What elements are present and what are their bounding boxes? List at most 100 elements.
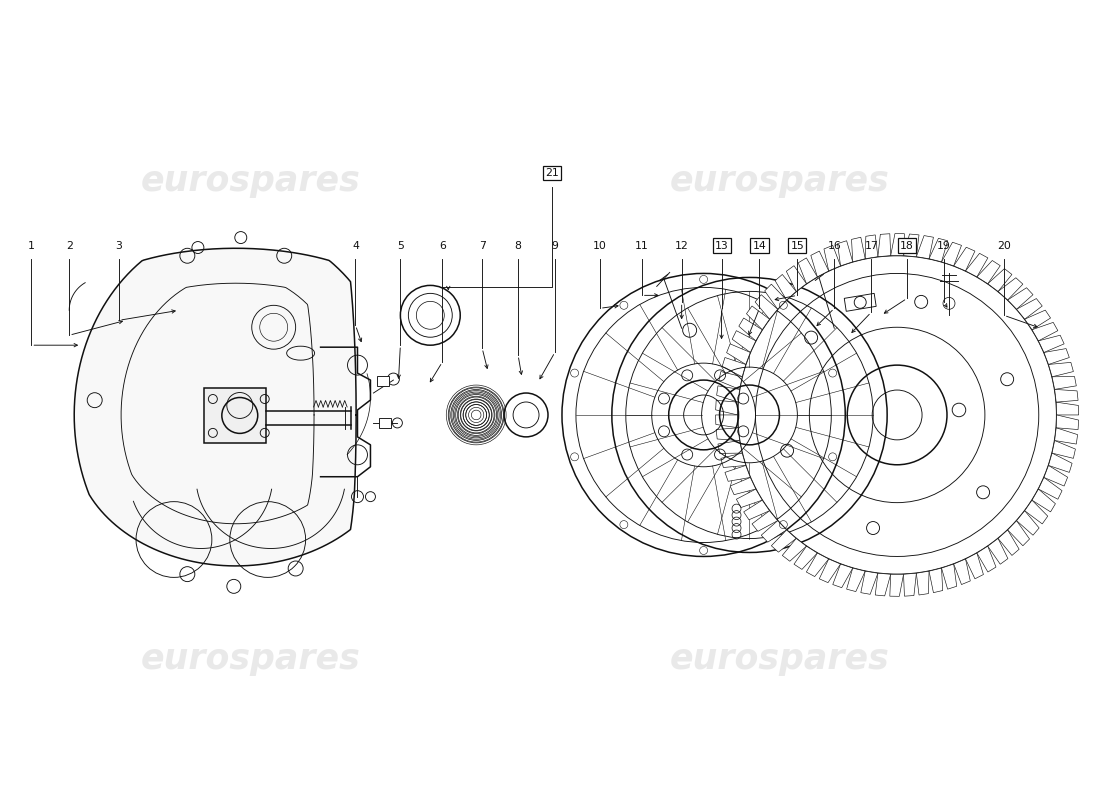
Polygon shape <box>845 294 877 311</box>
Polygon shape <box>725 466 750 482</box>
Polygon shape <box>903 574 916 596</box>
Polygon shape <box>720 453 746 467</box>
Text: 21: 21 <box>546 168 559 178</box>
Polygon shape <box>761 521 786 542</box>
Polygon shape <box>718 371 743 390</box>
Bar <box>377 376 389 386</box>
Text: eurospares: eurospares <box>141 164 361 198</box>
Text: eurospares: eurospares <box>670 164 889 198</box>
Polygon shape <box>916 571 930 595</box>
Polygon shape <box>942 242 961 266</box>
Polygon shape <box>891 234 904 256</box>
Polygon shape <box>833 564 853 588</box>
Text: 3: 3 <box>116 241 122 250</box>
Polygon shape <box>811 251 828 277</box>
Text: 18: 18 <box>900 241 914 250</box>
Polygon shape <box>1032 489 1055 512</box>
Text: 19: 19 <box>937 241 950 250</box>
Text: 17: 17 <box>865 241 878 250</box>
Polygon shape <box>799 258 817 284</box>
Polygon shape <box>744 500 770 520</box>
Text: 8: 8 <box>515 241 521 250</box>
Text: 11: 11 <box>635 241 649 250</box>
Polygon shape <box>930 568 943 593</box>
Polygon shape <box>1048 362 1074 377</box>
Polygon shape <box>820 559 840 582</box>
Polygon shape <box>755 294 778 319</box>
Polygon shape <box>942 564 957 589</box>
Polygon shape <box>1052 377 1076 390</box>
Polygon shape <box>716 400 738 415</box>
Polygon shape <box>847 568 866 591</box>
Polygon shape <box>954 559 970 585</box>
Polygon shape <box>916 235 934 258</box>
Polygon shape <box>1016 298 1043 319</box>
Polygon shape <box>1008 521 1030 546</box>
Polygon shape <box>1055 390 1078 402</box>
Polygon shape <box>786 266 806 291</box>
Text: 1: 1 <box>28 241 35 250</box>
Polygon shape <box>966 254 988 277</box>
Polygon shape <box>1032 322 1058 341</box>
Polygon shape <box>988 538 1008 564</box>
Polygon shape <box>890 574 903 596</box>
Polygon shape <box>776 274 796 300</box>
Text: 10: 10 <box>593 241 607 250</box>
Polygon shape <box>752 510 778 531</box>
Polygon shape <box>977 261 1000 284</box>
Text: 16: 16 <box>827 241 842 250</box>
Polygon shape <box>771 530 796 552</box>
Text: 2: 2 <box>66 241 73 250</box>
Polygon shape <box>876 574 891 596</box>
Polygon shape <box>861 571 878 594</box>
Polygon shape <box>1044 349 1069 365</box>
Polygon shape <box>930 238 947 262</box>
Polygon shape <box>1008 288 1033 310</box>
Polygon shape <box>806 553 828 577</box>
Polygon shape <box>1044 466 1068 486</box>
Polygon shape <box>1025 310 1050 330</box>
Polygon shape <box>966 553 983 579</box>
Polygon shape <box>1052 441 1076 458</box>
Polygon shape <box>739 318 762 341</box>
Text: eurospares: eurospares <box>141 642 361 676</box>
Polygon shape <box>764 284 786 310</box>
Polygon shape <box>782 538 806 562</box>
Polygon shape <box>718 441 743 454</box>
Polygon shape <box>988 269 1012 291</box>
Polygon shape <box>716 415 738 428</box>
Polygon shape <box>954 247 975 271</box>
Text: 7: 7 <box>478 241 485 250</box>
Text: 15: 15 <box>791 241 804 250</box>
Polygon shape <box>1056 402 1079 415</box>
Polygon shape <box>1056 415 1079 430</box>
Polygon shape <box>727 344 750 365</box>
Polygon shape <box>717 386 739 402</box>
Polygon shape <box>824 246 840 271</box>
Polygon shape <box>1038 478 1063 499</box>
Polygon shape <box>716 428 739 441</box>
Text: 20: 20 <box>997 241 1011 250</box>
Polygon shape <box>837 241 852 266</box>
Polygon shape <box>903 234 918 257</box>
Bar <box>379 418 392 428</box>
Text: 9: 9 <box>551 241 559 250</box>
Polygon shape <box>1016 510 1040 535</box>
Polygon shape <box>736 489 762 507</box>
Polygon shape <box>878 234 891 257</box>
Polygon shape <box>747 306 770 330</box>
Polygon shape <box>1055 428 1078 444</box>
Text: eurospares: eurospares <box>670 642 889 676</box>
Polygon shape <box>851 238 866 262</box>
Polygon shape <box>977 546 996 572</box>
Polygon shape <box>998 530 1019 555</box>
Polygon shape <box>733 330 756 353</box>
Polygon shape <box>794 546 817 570</box>
Text: 6: 6 <box>439 241 446 250</box>
Polygon shape <box>730 478 756 494</box>
Polygon shape <box>866 235 878 258</box>
Polygon shape <box>1025 500 1048 524</box>
Text: 4: 4 <box>352 241 359 250</box>
Text: 5: 5 <box>397 241 404 250</box>
Text: 13: 13 <box>715 241 728 250</box>
